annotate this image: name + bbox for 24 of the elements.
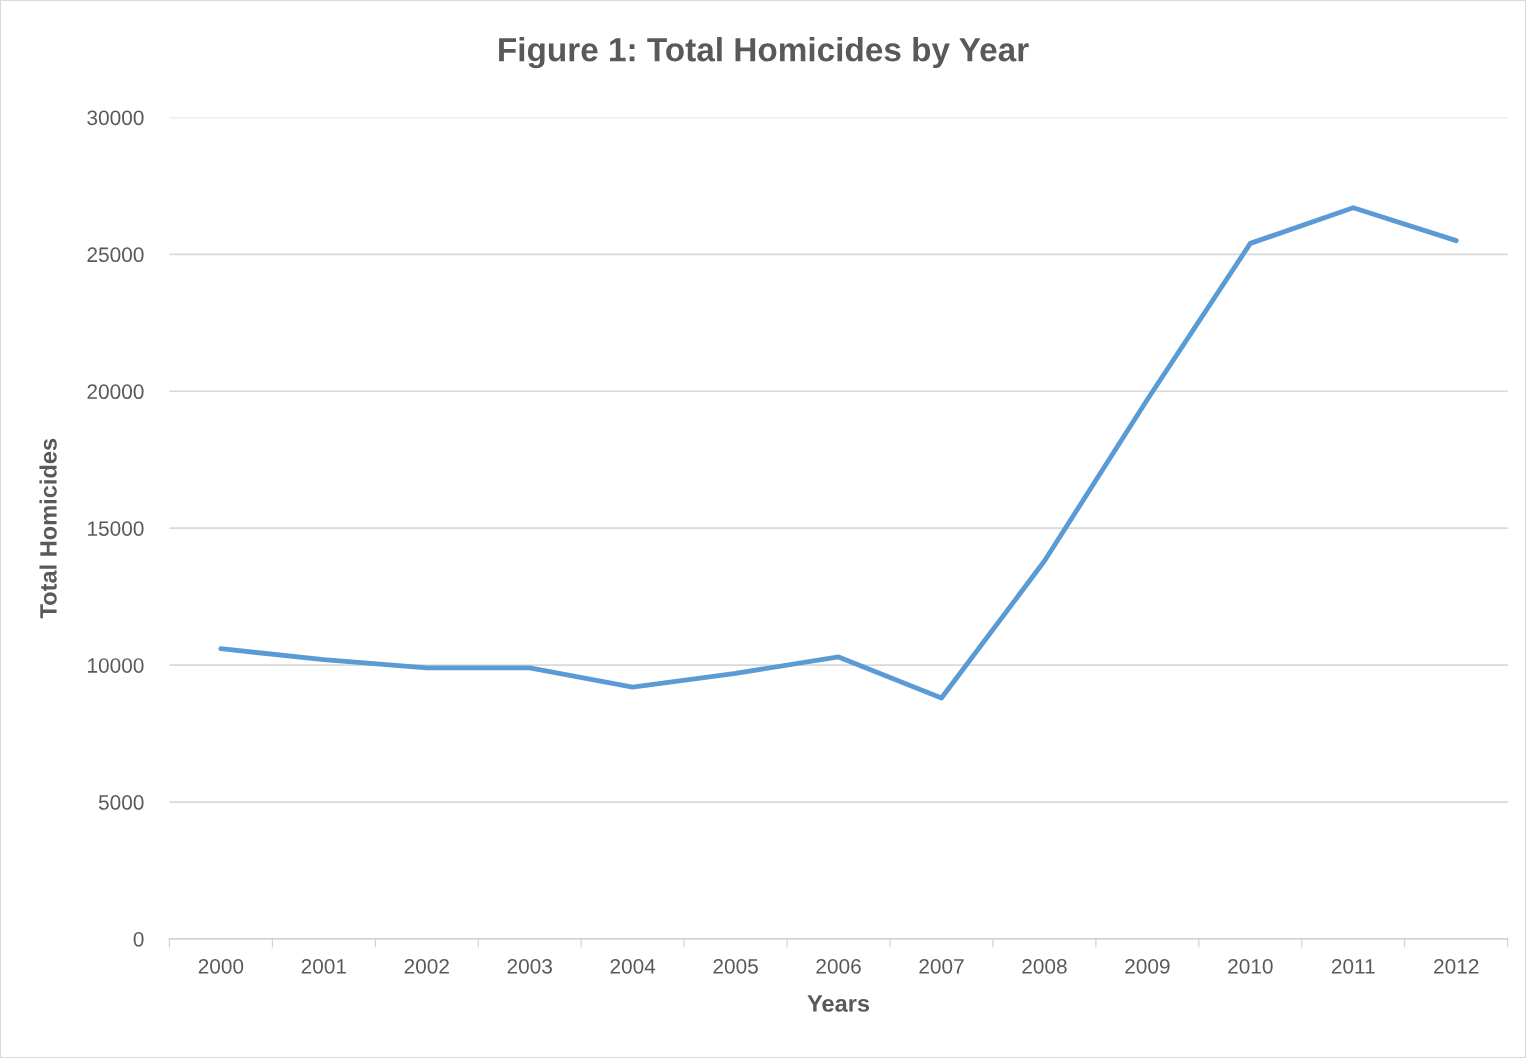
x-tick-label: 2012 bbox=[1434, 958, 1479, 974]
x-tick-label: 2008 bbox=[1022, 958, 1067, 974]
x-tick-label: 2010 bbox=[1228, 958, 1273, 974]
x-tick-label: 2001 bbox=[301, 958, 346, 974]
x-tick-label: 2011 bbox=[1331, 958, 1375, 974]
line-series bbox=[218, 205, 1459, 701]
y-tick-label: 5000 bbox=[98, 795, 144, 810]
x-tick-label: 2007 bbox=[919, 958, 964, 974]
x-tick-label: 2009 bbox=[1125, 958, 1170, 974]
y-tick-label: 30000 bbox=[87, 110, 144, 126]
y-tick-label: 0 bbox=[133, 931, 144, 947]
x-tick-label: 2003 bbox=[507, 958, 552, 974]
y-tick-label: 25000 bbox=[87, 247, 144, 263]
x-tick-label: 2006 bbox=[816, 958, 861, 974]
y-tick-label: 10000 bbox=[88, 658, 144, 673]
y-tick-label: 15000 bbox=[88, 521, 144, 536]
x-tick-label: 2004 bbox=[610, 958, 656, 974]
x-tick-label: 2002 bbox=[404, 958, 449, 974]
chart-title: Figure 1: Total Homicides by Year bbox=[499, 37, 1029, 69]
x-tick-label: 2000 bbox=[198, 958, 244, 974]
y-tick-label: 20000 bbox=[87, 384, 144, 400]
y-axis-title: Total Homicides bbox=[39, 438, 57, 619]
x-tick-label: 2005 bbox=[713, 958, 758, 974]
x-axis-title: Years bbox=[807, 995, 870, 1012]
